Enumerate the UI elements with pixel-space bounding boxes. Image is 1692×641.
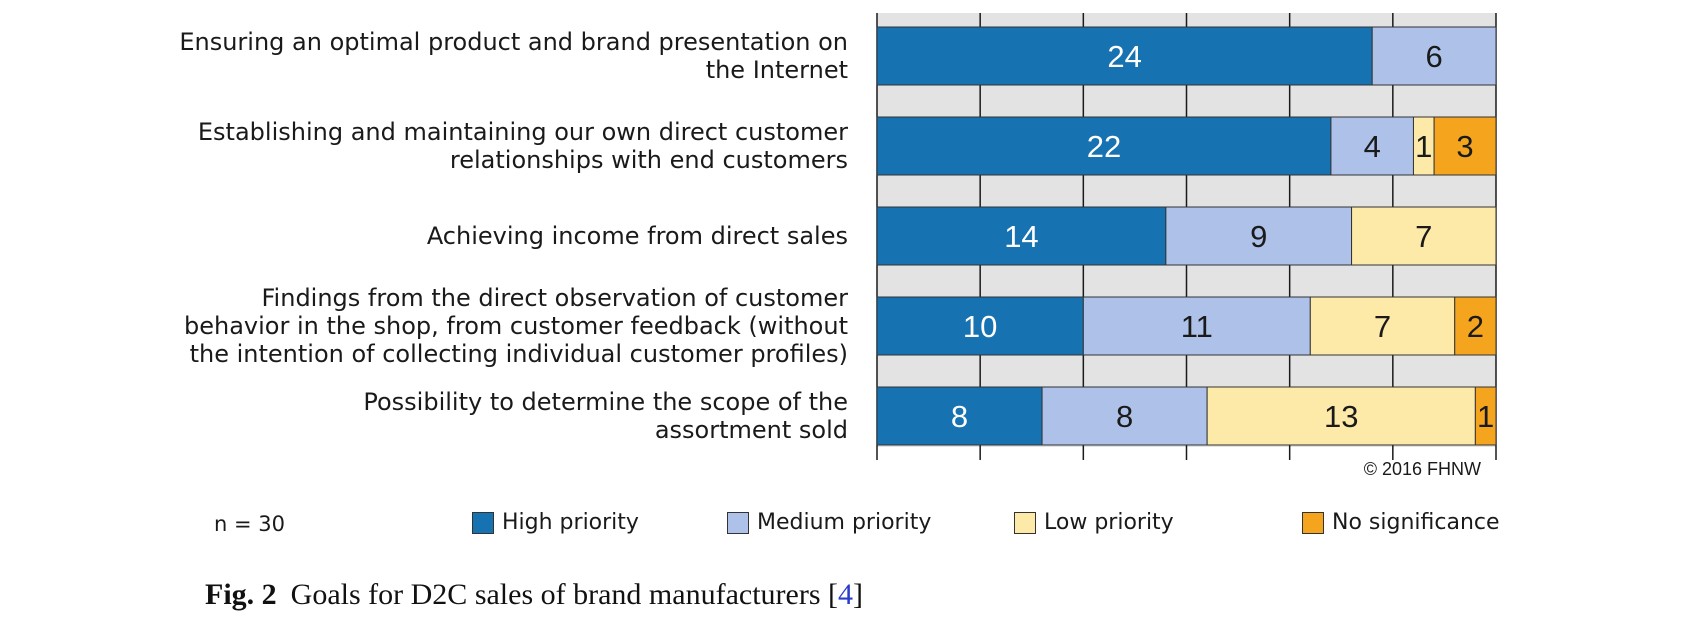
figure-number: Fig. 2 [205, 578, 277, 611]
data-label: 11 [1181, 309, 1213, 344]
legend-item: Medium priority [727, 510, 931, 535]
bar-segment [1330, 116, 1414, 176]
category-label: Possibility to determine the scope of th… [363, 388, 848, 444]
bar-segment [1371, 26, 1497, 86]
figure-caption: Fig. 2 Goals for D2C sales of brand manuf… [205, 578, 863, 612]
data-label: 7 [1374, 309, 1391, 344]
bar-segment [1041, 386, 1208, 446]
category-label: Findings from the direct observation of … [184, 284, 848, 368]
category-label: Establishing and maintaining our own dir… [197, 118, 848, 174]
legend-swatch [1014, 511, 1036, 534]
caption-bracket: ] [853, 578, 863, 611]
bar-segment [1165, 206, 1353, 266]
bar-segment [1474, 386, 1497, 446]
legend-label: Low priority [1044, 510, 1174, 535]
bar-segment [876, 116, 1332, 176]
data-label: 4 [1364, 129, 1381, 164]
legend-label: Medium priority [757, 510, 932, 535]
copyright-note: © 2016 FHNW [1363, 459, 1481, 479]
data-label: 1 [1415, 129, 1432, 164]
bar-segment [876, 386, 1043, 446]
sample-size-label: n = 30 [214, 512, 285, 536]
legend-label: High priority [502, 510, 639, 535]
legend-label: No significance [1332, 510, 1500, 535]
data-label: 13 [1324, 399, 1358, 434]
data-label: 10 [963, 309, 997, 344]
category-label: Ensuring an optimal product and brand pr… [179, 28, 848, 84]
data-label: 8 [1116, 399, 1133, 434]
bar-segment [1309, 296, 1456, 356]
legend-swatch [727, 511, 749, 534]
bar-segment [1082, 296, 1311, 356]
data-label: 8 [951, 399, 968, 434]
data-label: 6 [1425, 39, 1442, 74]
legend-swatch [1302, 511, 1324, 534]
bar-segment [876, 206, 1167, 266]
bar-segment [1206, 386, 1476, 446]
data-label: 9 [1250, 219, 1267, 254]
data-label: 22 [1087, 129, 1121, 164]
category-label: Achieving income from direct sales [426, 222, 848, 250]
bar-segment [1433, 116, 1497, 176]
data-label: 2 [1467, 309, 1484, 344]
data-label: 14 [1004, 219, 1038, 254]
citation-link[interactable]: 4 [838, 578, 853, 611]
data-label: 1 [1477, 399, 1494, 434]
data-label: 3 [1456, 129, 1473, 164]
bar-segment [1454, 296, 1497, 356]
data-label: 7 [1415, 219, 1432, 254]
legend-swatch [472, 511, 494, 534]
caption-text: Goals for D2C sales of brand manufacture… [290, 578, 838, 611]
legend-item: Low priority [1014, 510, 1174, 535]
legend-item: High priority [472, 510, 639, 535]
legend-item: No significance [1302, 510, 1500, 535]
data-label: 24 [1107, 39, 1141, 74]
bar-segment [1351, 206, 1497, 266]
